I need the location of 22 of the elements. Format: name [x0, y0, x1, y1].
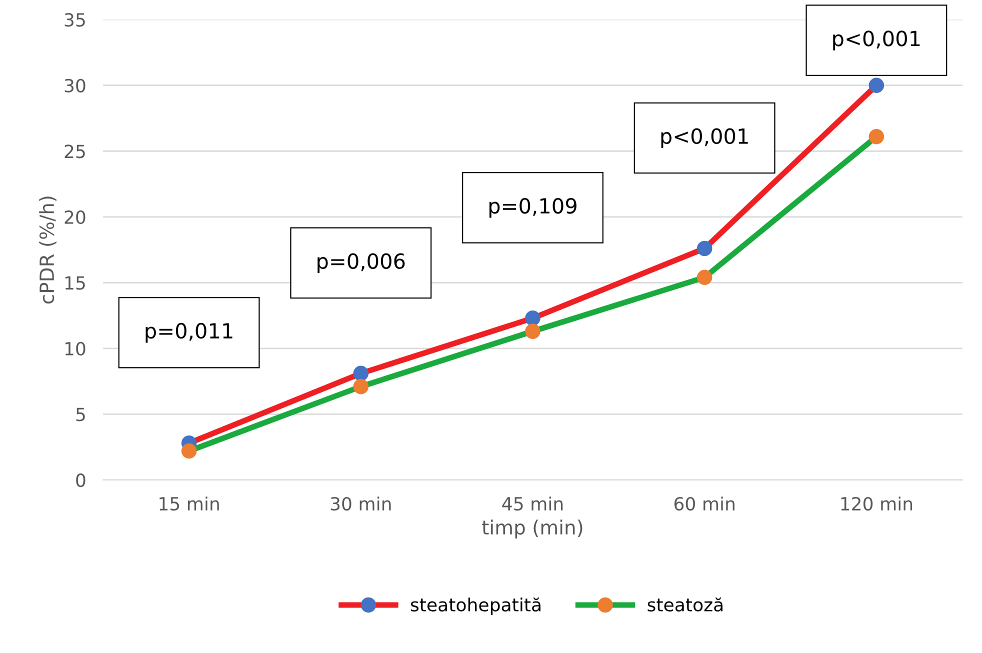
y-tick-label: 30: [64, 78, 86, 92]
annotation: p<0,001: [833, 30, 920, 50]
annotation: p=0,011: [146, 322, 232, 343]
annotation: p=0,109: [489, 198, 576, 218]
annotation: p=0,006: [318, 253, 405, 274]
x-tick-label: 45 min: [502, 496, 563, 511]
x-tick-label: 120 min: [841, 496, 912, 511]
legend-label: steatohepatită: [410, 597, 540, 616]
y-tick-label: 25: [64, 144, 85, 158]
y-tick-label: 0: [76, 473, 86, 488]
y-tick-label: 10: [65, 342, 86, 356]
x-axis-title: timp (min): [482, 520, 582, 538]
x-tick-label: 15 min: [160, 496, 219, 511]
y-tick-label: 15: [65, 276, 85, 290]
y-tick-label: 5: [76, 408, 85, 422]
y-tick-label: 20: [64, 210, 86, 224]
y-axis-title: cPDR (%/h): [39, 196, 56, 304]
y-tick-label: 35: [64, 13, 85, 27]
x-tick-label: 30 min: [330, 496, 391, 511]
legend-label: steatoză: [648, 597, 722, 612]
annotation: p<0,001: [661, 128, 748, 148]
x-tick-label: 60 min: [674, 496, 734, 511]
